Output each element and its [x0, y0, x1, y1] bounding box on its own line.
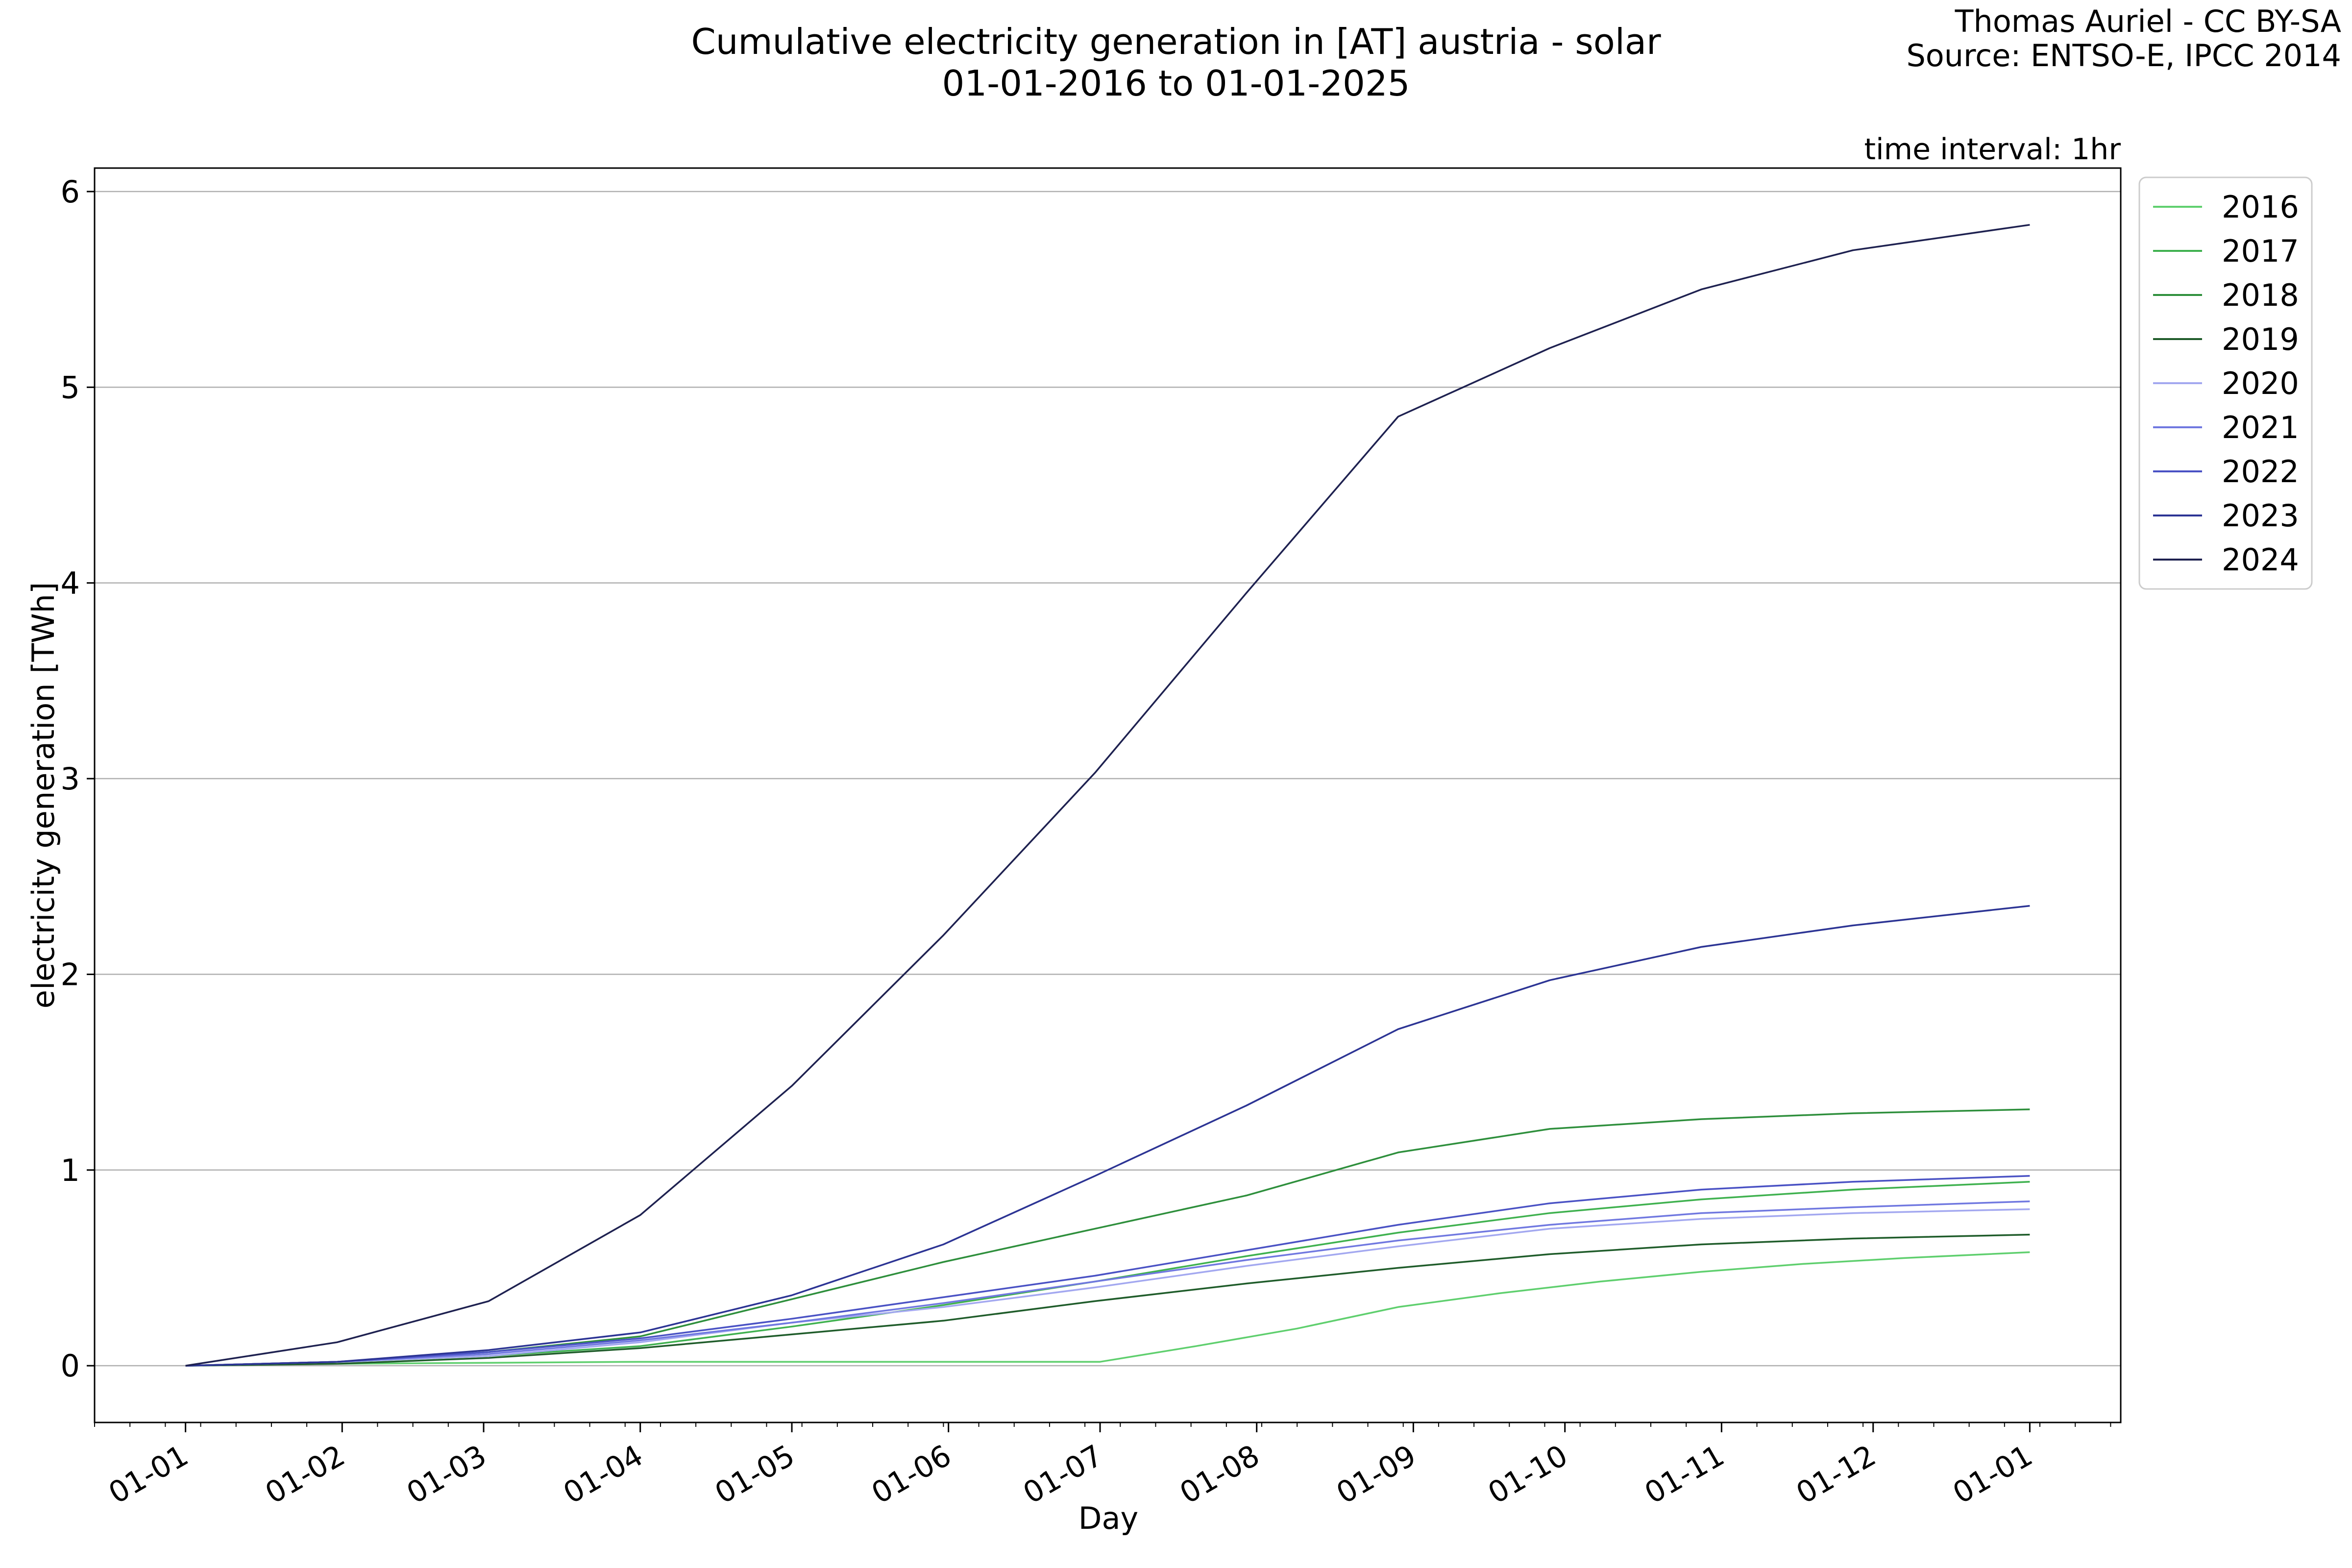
legend-label: 2019: [2222, 321, 2299, 357]
x-tick-label: 01-03: [401, 1438, 492, 1511]
x-tick-label: 01-01: [1947, 1438, 2038, 1511]
y-tick-label: 4: [61, 565, 80, 601]
x-tick-label: 01-07: [1018, 1438, 1109, 1511]
x-tick-label: 01-06: [866, 1438, 957, 1511]
credit-source: Source: ENTSO-E, IPCC 2014: [1906, 38, 2341, 74]
x-tick-label: 01-05: [710, 1438, 801, 1511]
series-line-2024: [185, 224, 2030, 1367]
y-tick-label: 2: [61, 956, 80, 992]
x-axis: 01-01 01-02 01-03 01-04 01-05 01-06 01-07 01-08…: [94, 1422, 2111, 1511]
legend-label: 2022: [2222, 454, 2299, 490]
x-tick-label: 01-10: [1482, 1438, 1573, 1511]
x-tick-label: 01-09: [1331, 1438, 1422, 1511]
series-lines: [185, 224, 2030, 1367]
legend-label: 2021: [2222, 410, 2299, 445]
x-tick-label: 01-04: [558, 1438, 649, 1511]
legend-box: [2138, 176, 2313, 590]
x-tick-label: 01-11: [1639, 1438, 1730, 1511]
legend-label: 2023: [2222, 498, 2299, 534]
y-axis: 0 1 2 3 4 5 6: [61, 174, 95, 1384]
x-axis-label: Day: [1078, 1500, 1138, 1536]
y-tick-label: 1: [61, 1152, 80, 1188]
plot-frame: [94, 167, 2122, 1423]
x-tick-label: 01-01: [103, 1438, 194, 1511]
series-line-2018: [185, 1108, 2030, 1367]
series-line-2023: [185, 905, 2030, 1367]
y-axis-label: electricity generation [TWh]: [25, 582, 61, 1008]
series-line-2016: [185, 1251, 2030, 1367]
series-line-2022: [185, 1175, 2030, 1367]
chart-subtitle: 01-01-2016 to 01-01-2025: [942, 63, 1410, 104]
legend-label: 2016: [2222, 189, 2299, 225]
legend-label: 2017: [2222, 233, 2299, 269]
credit-author: Thomas Auriel - CC BY-SA: [1955, 3, 2341, 39]
interval-note: time interval: 1hr: [1864, 132, 2121, 167]
y-tick-label: 3: [61, 761, 80, 797]
grid-lines: [95, 191, 2121, 1367]
y-tick-label: 5: [61, 369, 80, 405]
legend-label: 2024: [2222, 542, 2299, 578]
x-tick-label: 01-08: [1174, 1438, 1265, 1511]
y-tick-label: 0: [61, 1348, 80, 1384]
series-line-2021: [185, 1200, 2030, 1367]
y-tick-label: 6: [61, 174, 80, 210]
legend-label: 2018: [2222, 277, 2299, 313]
x-tick-label: 01-02: [260, 1438, 351, 1511]
chart-title: Cumulative electricity generation in [AT…: [691, 21, 1661, 62]
series-line-2020: [185, 1208, 2030, 1367]
legend-label: 2020: [2222, 366, 2299, 401]
legend: 2016 2017 2018 2019 2020 2021 2022 2023 2024: [2138, 176, 2313, 590]
series-line-2019: [185, 1233, 2030, 1367]
x-tick-label: 01-12: [1790, 1438, 1882, 1511]
